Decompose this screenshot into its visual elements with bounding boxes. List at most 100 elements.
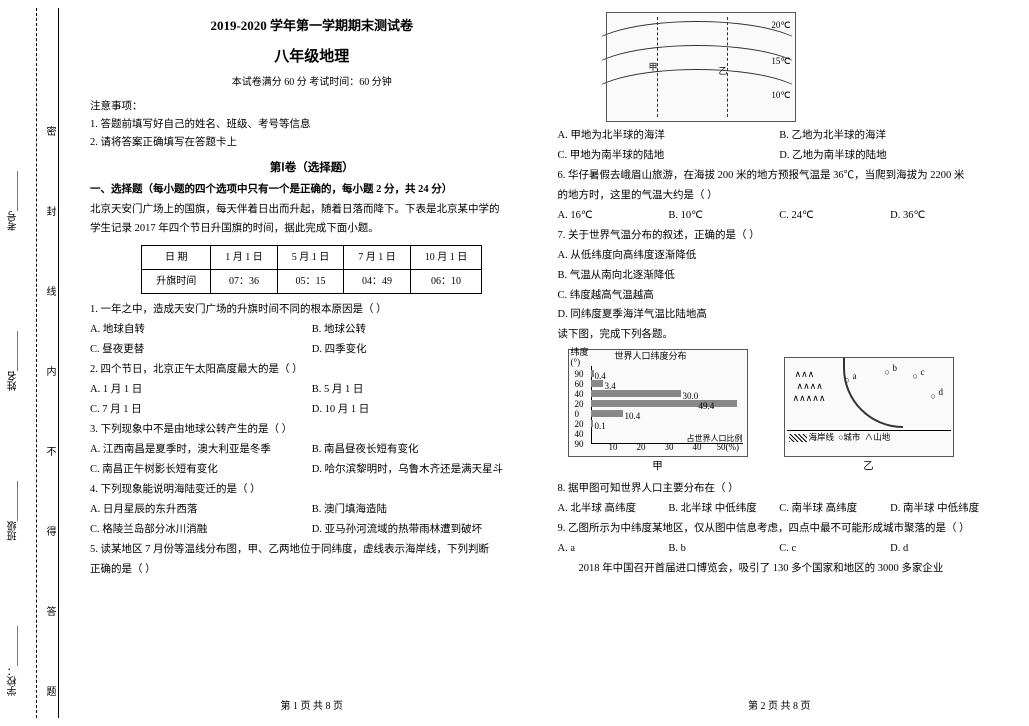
table-row: 升旗时间 07：36 05：15 04：49 06：10 — [142, 270, 482, 294]
q5-opt-c: C. 甲地为南半球的陆地 — [558, 146, 780, 166]
q6-stem-line1: 6. 华仔暑假去峨眉山旅游，在海拔 200 米的地方预报气温是 36℃，当爬到海… — [558, 166, 1002, 186]
page-1-column: 2019-2020 学年第一学期期末测试卷 八年级地理 本试卷满分 60 分 考… — [90, 10, 534, 716]
isotherm-label-jia: 甲 — [649, 59, 658, 76]
q9-opt-c: C. c — [779, 539, 890, 559]
q4-opt-d: D. 亚马孙河流域的热带雨林遭到破坏 — [312, 520, 534, 540]
isotherm-10c: 10℃ — [771, 87, 790, 104]
bar-y-head: 纬度 (°) — [571, 348, 589, 368]
q1-opt-a: A. 地球自转 — [90, 320, 312, 340]
table-cell: 日 期 — [142, 246, 211, 270]
q8-opt-b: B. 北半球 中低纬度 — [668, 499, 779, 519]
intro-line-2: 学生记录 2017 年四个节日升国旗的时间，据此完成下面小题。 — [90, 219, 534, 239]
choice-instruction: 一、选择题（每小题的四个选项中只有一个是正确的，每小题 2 分，共 24 分） — [90, 180, 534, 200]
settlement-map: ∧∧∧ ∧∧∧∧ ∧∧∧∧∧ ○ a ○ b ○ c ○ d 海岸线 ○城市 ∧ — [784, 357, 954, 457]
exam-info: 本试卷满分 60 分 考试时间：60 分钟 — [90, 73, 534, 92]
q7-opt-c: C. 纬度越高气温越高 — [558, 286, 1002, 306]
q5-stem-line2: 正确的是（ ） — [90, 560, 534, 580]
q7-opt-a: A. 从低纬度向高纬度逐渐降低 — [558, 246, 1002, 266]
seal-char-5: 内 — [42, 366, 57, 376]
seal-char-4: 不 — [42, 446, 57, 456]
seal-char-8: 密 — [42, 126, 57, 136]
isotherm-20c: 20℃ — [771, 17, 790, 34]
table-cell: 07：36 — [211, 270, 278, 294]
q4-opt-c: C. 格陵兰岛部分冰川消融 — [90, 520, 312, 540]
q5-opt-a: A. 甲地为北半球的海洋 — [558, 126, 780, 146]
q6-opt-d: D. 36℃ — [890, 206, 1001, 226]
q5-opt-b: B. 乙地为北半球的海洋 — [779, 126, 1001, 146]
flag-time-table: 日 期 1 月 1 日 5 月 1 日 7 月 1 日 10 月 1 日 升旗时… — [141, 245, 482, 294]
settlement-map-wrap: ∧∧∧ ∧∧∧∧ ∧∧∧∧∧ ○ a ○ b ○ c ○ d 海岸线 ○城市 ∧ — [784, 357, 954, 477]
q3-opt-a: A. 江西南昌是夏季时，澳大利亚是冬季 — [90, 440, 312, 460]
seal-char-2: 答 — [42, 606, 57, 616]
table-cell: 06：10 — [410, 270, 482, 294]
notice-heading: 注意事项： — [90, 98, 534, 116]
chart-caption-jia: 甲 — [568, 457, 748, 477]
seal-char-6: 线 — [42, 286, 57, 296]
q3-opt-c: C. 南昌正午树影长短有变化 — [90, 460, 312, 480]
binding-name-label: 姓名________ — [6, 326, 28, 396]
binding-solid-line — [58, 8, 59, 718]
table-row: 日 期 1 月 1 日 5 月 1 日 7 月 1 日 10 月 1 日 — [142, 246, 482, 270]
q1-opt-d: D. 四季变化 — [312, 340, 534, 360]
population-bar-chart: 纬度 (°) 世界人口纬度分布 90 60 40 20 0 20 40 90 — [568, 349, 748, 457]
q2-stem: 2. 四个节日，北京正午太阳高度最大的是（ ） — [90, 360, 534, 380]
table-cell: 04：49 — [344, 270, 411, 294]
table-cell: 5 月 1 日 — [277, 246, 344, 270]
table-cell: 升旗时间 — [142, 270, 211, 294]
q8-opt-c: C. 南半球 高纬度 — [779, 499, 890, 519]
intro-line-1: 北京天安门广场上的国旗，每天伴着日出而升起，随着日落而降下。下表是北京某中学的 — [90, 200, 534, 220]
q6-opt-a: A. 16℃ — [558, 206, 669, 226]
table-cell: 10 月 1 日 — [410, 246, 482, 270]
q6-stem-line2: 的地方时，这里的气温大约是（ ） — [558, 186, 1002, 206]
q8-opt-d: D. 南半球 中低纬度 — [890, 499, 1001, 519]
page-2-footer: 第 2 页 共 8 页 — [558, 691, 1002, 716]
q7-opt-d: D. 同纬度夏季海洋气温比陆地高 — [558, 305, 1002, 325]
q3-opt-b: B. 南昌昼夜长短有变化 — [312, 440, 534, 460]
q1-opt-b: B. 地球公转 — [312, 320, 534, 340]
isotherm-label-yi: 乙 — [719, 63, 728, 80]
q6-opt-c: C. 24℃ — [779, 206, 890, 226]
q9-opt-d: D. d — [890, 539, 1001, 559]
bar-title: 世界人口纬度分布 — [615, 348, 687, 365]
q6-opt-b: B. 10℃ — [668, 206, 779, 226]
q9-opt-a: A. a — [558, 539, 669, 559]
q1-stem: 1. 一年之中，造成天安门广场的升旗时间不同的根本原因是（ ） — [90, 300, 534, 320]
section-1-heading: 第Ⅰ卷（选择题） — [90, 158, 534, 180]
q2-opt-a: A. 1 月 1 日 — [90, 380, 312, 400]
isotherm-figure: 甲 乙 20℃ 15℃ 10℃ — [606, 12, 796, 122]
seal-char-3: 得 — [42, 526, 57, 536]
isotherm-15c: 15℃ — [771, 53, 790, 70]
binding-id-label: 考号________ — [6, 166, 28, 236]
table-cell: 05：15 — [277, 270, 344, 294]
q5-stem-line1: 5. 读某地区 7 月份等温线分布图，甲、乙两地位于同纬度，虚线表示海岸线，下列… — [90, 540, 534, 560]
q9-stem: 9. 乙图所示为中纬度某地区，仅从图中信息考虑，四点中最不可能形成城市聚落的是（… — [558, 519, 1002, 539]
q3-opt-d: D. 哈尔滨黎明时，乌鲁木齐还是满天星斗 — [312, 460, 534, 480]
notice-line-1: 1. 答题前填写好自己的姓名、班级、考号等信息 — [90, 116, 534, 134]
q4-opt-b: B. 澳门填海造陆 — [312, 500, 534, 520]
map-caption-yi: 乙 — [784, 457, 954, 477]
exam-title: 2019-2020 学年第一学期期末测试卷 — [90, 14, 534, 39]
notice-line-2: 2. 请将答案正确填写在答题卡上 — [90, 134, 534, 152]
binding-school-label: 学校：________ — [6, 616, 28, 706]
page-1-footer: 第 1 页 共 8 页 — [90, 691, 534, 716]
q9-opt-b: B. b — [668, 539, 779, 559]
q8-stem: 8. 据甲图可知世界人口主要分布在（ ） — [558, 479, 1002, 499]
binding-dashed-line — [36, 8, 37, 718]
q3-stem: 3. 下列现象中不是由地球公转产生的是（ ） — [90, 420, 534, 440]
q2-opt-d: D. 10 月 1 日 — [312, 400, 534, 420]
q4-opt-a: A. 日月星辰的东升西落 — [90, 500, 312, 520]
page-2-column: 甲 乙 20℃ 15℃ 10℃ A. 甲地为北半球的海洋 B. 乙地为北半球的海… — [558, 10, 1002, 716]
population-chart-wrap: 纬度 (°) 世界人口纬度分布 90 60 40 20 0 20 40 90 — [568, 349, 748, 477]
seal-char-1: 题 — [42, 686, 57, 696]
binding-strip: 学校：________ 班级________ 姓名________ 考号____… — [0, 0, 88, 726]
q8-opt-a: A. 北半球 高纬度 — [558, 499, 669, 519]
seal-char-7: 封 — [42, 206, 57, 216]
read-figure-prompt: 读下图，完成下列各题。 — [558, 325, 1002, 345]
q7-opt-b: B. 气温从南向北逐渐降低 — [558, 266, 1002, 286]
q1-opt-c: C. 昼夜更替 — [90, 340, 312, 360]
q2-opt-c: C. 7 月 1 日 — [90, 400, 312, 420]
trailing-passage: 2018 年中国召开首届进口博览会，吸引了 130 多个国家和地区的 3000 … — [558, 559, 1002, 579]
table-cell: 7 月 1 日 — [344, 246, 411, 270]
binding-class-label: 班级________ — [6, 476, 28, 546]
q2-opt-b: B. 5 月 1 日 — [312, 380, 534, 400]
